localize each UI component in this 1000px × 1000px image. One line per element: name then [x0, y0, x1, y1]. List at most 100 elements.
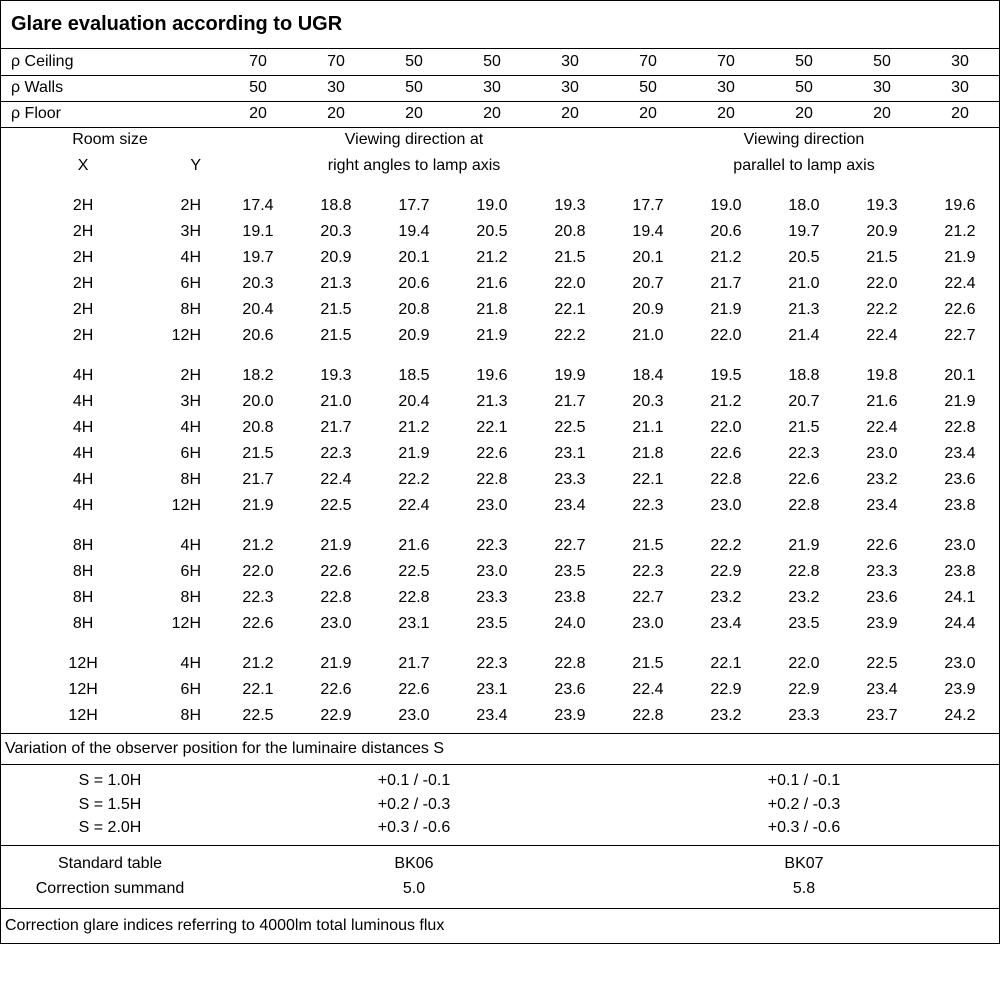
rho-val: 30	[531, 49, 609, 75]
ugr-value: 21.2	[219, 533, 297, 559]
ugr-value: 18.8	[297, 193, 375, 219]
room-x: 12H	[1, 651, 129, 677]
ugr-value: 21.2	[219, 651, 297, 677]
ugr-value: 22.4	[609, 677, 687, 703]
s-row: S = 2.0H +0.3 / -0.6 +0.3 / -0.6	[1, 817, 999, 846]
ugr-value: 22.2	[687, 533, 765, 559]
ugr-value: 21.5	[609, 533, 687, 559]
room-y: 12H	[129, 611, 219, 637]
ugr-value: 22.5	[297, 493, 375, 519]
ugr-value: 22.2	[375, 467, 453, 493]
rho-val: 70	[297, 49, 375, 75]
ugr-value: 18.2	[219, 363, 297, 389]
rho-val: 50	[765, 75, 843, 101]
ugr-value: 23.8	[921, 559, 999, 585]
ugr-value: 23.8	[921, 493, 999, 519]
room-y: 8H	[129, 467, 219, 493]
rho-val: 30	[531, 75, 609, 101]
rho-val: 50	[375, 49, 453, 75]
ugr-value: 20.7	[609, 271, 687, 297]
room-y: 4H	[129, 415, 219, 441]
standard-table-row: Standard table BK06 BK07	[1, 850, 999, 878]
ugr-value: 22.8	[375, 585, 453, 611]
ugr-value: 19.1	[219, 219, 297, 245]
rho-val: 50	[843, 49, 921, 75]
ugr-value: 21.9	[687, 297, 765, 323]
table-row: 8H12H22.623.023.123.524.023.023.423.523.…	[1, 611, 999, 637]
ugr-value: 22.5	[219, 703, 297, 729]
ugr-value: 19.8	[843, 363, 921, 389]
rho-val: 20	[843, 101, 921, 127]
ugr-value: 18.0	[765, 193, 843, 219]
ugr-value: 21.3	[297, 271, 375, 297]
room-x: 2H	[1, 297, 129, 323]
room-y: 8H	[129, 703, 219, 729]
ugr-value: 23.2	[687, 703, 765, 729]
room-x-label: X	[1, 153, 129, 179]
ugr-value: 21.0	[609, 323, 687, 349]
ugr-value: 22.6	[765, 467, 843, 493]
room-x: 4H	[1, 493, 129, 519]
ugr-value: 22.5	[843, 651, 921, 677]
ugr-value: 20.6	[687, 219, 765, 245]
rho-val: 30	[453, 75, 531, 101]
ugr-value: 22.0	[219, 559, 297, 585]
s-row: S = 1.0H +0.1 / -0.1 +0.1 / -0.1	[1, 769, 999, 793]
room-x: 4H	[1, 363, 129, 389]
ugr-value: 21.9	[921, 245, 999, 271]
ugr-value: 22.5	[531, 415, 609, 441]
rho-floor-label: ρ Floor	[1, 101, 219, 127]
ugr-value: 22.3	[765, 441, 843, 467]
table-row: 4H12H21.922.522.423.023.422.323.022.823.…	[1, 493, 999, 519]
ugr-value: 21.6	[375, 533, 453, 559]
footer-text: Correction glare indices referring to 40…	[1, 909, 999, 944]
rho-val: 20	[219, 101, 297, 127]
table-row: 8H4H21.221.921.622.322.721.522.221.922.6…	[1, 533, 999, 559]
s-label: S = 1.5H	[1, 793, 219, 817]
s-right: +0.3 / -0.6	[219, 817, 609, 846]
ugr-value: 19.0	[687, 193, 765, 219]
ugr-value: 22.3	[453, 651, 531, 677]
ugr-value: 23.0	[843, 441, 921, 467]
ugr-value: 21.5	[531, 245, 609, 271]
ugr-value: 20.3	[297, 219, 375, 245]
rho-val: 50	[219, 75, 297, 101]
variation-label: Variation of the observer position for t…	[1, 734, 999, 765]
ugr-value: 21.9	[219, 493, 297, 519]
ugr-value: 22.7	[609, 585, 687, 611]
room-x: 8H	[1, 611, 129, 637]
ugr-value: 22.9	[765, 677, 843, 703]
ugr-value: 22.2	[843, 297, 921, 323]
ugr-value: 22.1	[687, 651, 765, 677]
ugr-value: 23.3	[453, 585, 531, 611]
ugr-value: 21.7	[375, 651, 453, 677]
room-y: 8H	[129, 585, 219, 611]
ugr-value: 23.4	[843, 493, 921, 519]
ugr-value: 22.9	[687, 559, 765, 585]
rho-val: 20	[375, 101, 453, 127]
room-x: 8H	[1, 533, 129, 559]
room-y: 6H	[129, 559, 219, 585]
ugr-value: 18.4	[609, 363, 687, 389]
rho-ceiling-row: ρ Ceiling 70 70 50 50 30 70 70 50 50 30	[1, 49, 999, 75]
ugr-value: 20.6	[219, 323, 297, 349]
std-table-label: Standard table	[1, 850, 219, 878]
ugr-value: 24.0	[531, 611, 609, 637]
ugr-value: 18.8	[765, 363, 843, 389]
room-y: 4H	[129, 651, 219, 677]
room-x: 2H	[1, 271, 129, 297]
room-y: 6H	[129, 677, 219, 703]
room-x: 4H	[1, 415, 129, 441]
ugr-value: 20.8	[219, 415, 297, 441]
table-row: 2H6H20.321.320.621.622.020.721.721.022.0…	[1, 271, 999, 297]
rho-val: 30	[297, 75, 375, 101]
table-row: 2H12H20.621.520.921.922.221.022.021.422.…	[1, 323, 999, 349]
ugr-value: 23.7	[843, 703, 921, 729]
std-summand-label: Correction summand	[1, 878, 219, 909]
ugr-value: 21.5	[765, 415, 843, 441]
rho-floor-row: ρ Floor 20 20 20 20 20 20 20 20 20 20	[1, 101, 999, 127]
view-right-line2: right angles to lamp axis	[219, 153, 609, 179]
ugr-value: 22.8	[921, 415, 999, 441]
table-row: 8H8H22.322.822.823.323.822.723.223.223.6…	[1, 585, 999, 611]
ugr-value: 21.3	[765, 297, 843, 323]
